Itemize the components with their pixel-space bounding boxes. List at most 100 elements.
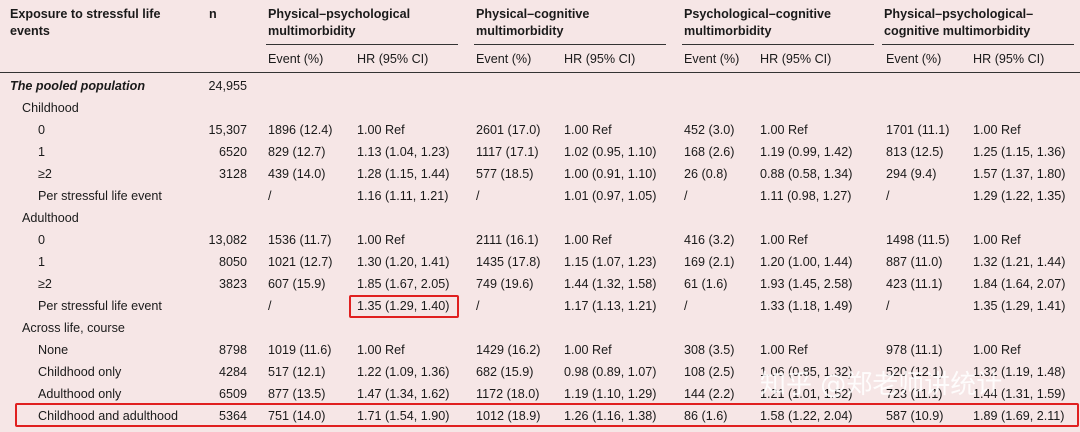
event-cell: 577 (18.5) <box>476 167 534 181</box>
row-label: 1 <box>38 145 46 159</box>
event-cell: / <box>476 299 480 313</box>
event-cell: / <box>886 189 890 203</box>
hr-cell: 1.22 (1.09, 1.36) <box>357 365 450 379</box>
sub-event-4: Event (%) <box>886 52 942 66</box>
row-n: 3823 <box>218 277 247 291</box>
event-cell: / <box>684 299 688 313</box>
hr-cell: 1.30 (1.20, 1.41) <box>357 255 450 269</box>
row-label: Per stressful life event <box>38 299 162 313</box>
row-n: 4284 <box>218 365 247 379</box>
header-rule <box>0 72 1080 73</box>
sub-event-3: Event (%) <box>684 52 740 66</box>
hr-cell: 1.19 (0.99, 1.42) <box>760 145 853 159</box>
header-group-2: Physical–cognitive multimorbidity <box>476 7 590 38</box>
hr-cell: 1.00 Ref <box>760 123 808 137</box>
event-cell: 2601 (17.0) <box>476 123 541 137</box>
row-label: Adulthood only <box>38 387 122 401</box>
hr-cell: 1.84 (1.64, 2.07) <box>973 277 1066 291</box>
hr-cell: 1.06 (0.85, 1.32) <box>760 365 853 379</box>
hr-cell: 1.02 (0.95, 1.10) <box>564 145 657 159</box>
hr-cell: 1.00 Ref <box>564 123 612 137</box>
hr-cell: 1.35 (1.29, 1.40) <box>357 299 450 313</box>
hr-cell: 1.00 Ref <box>973 123 1021 137</box>
row-label: The pooled population <box>10 79 146 93</box>
row-label: None <box>38 343 69 357</box>
sub-event-2: Event (%) <box>476 52 532 66</box>
event-cell: 1172 (18.0) <box>476 387 540 401</box>
event-cell: 877 (13.5) <box>268 387 326 401</box>
hr-cell: 1.57 (1.37, 1.80) <box>973 167 1066 181</box>
group-4-rule <box>882 44 1074 45</box>
row-n: 3128 <box>218 167 247 181</box>
event-cell: 1701 (11.1) <box>886 123 950 137</box>
event-cell: 1012 (18.9) <box>476 409 541 423</box>
row-n: 5364 <box>218 409 247 423</box>
event-cell: 682 (15.9) <box>476 365 534 379</box>
row-label: Childhood only <box>38 365 122 379</box>
row-n: 6520 <box>218 145 247 159</box>
hr-cell: 1.00 (0.91, 1.10) <box>564 167 657 181</box>
sub-hr-4: HR (95% CI) <box>973 52 1045 66</box>
sub-event-1: Event (%) <box>268 52 324 66</box>
sub-hr-1: HR (95% CI) <box>357 52 429 66</box>
event-cell: 26 (0.8) <box>684 167 728 181</box>
row-label: Adulthood <box>22 211 79 225</box>
hr-cell: 1.28 (1.15, 1.44) <box>357 167 450 181</box>
event-cell: 517 (12.1) <box>268 365 326 379</box>
event-cell: 1019 (11.6) <box>268 343 332 357</box>
hr-cell: 1.35 (1.29, 1.41) <box>973 299 1066 313</box>
event-cell: 2111 (16.1) <box>476 233 539 247</box>
sub-hr-2: HR (95% CI) <box>564 52 636 66</box>
event-cell: 751 (14.0) <box>268 409 326 423</box>
highlight-box-per-event <box>349 295 459 318</box>
event-cell: / <box>476 189 480 203</box>
row-label: Across life, course <box>22 321 125 335</box>
row-label: 0 <box>38 233 46 247</box>
hr-cell: 1.01 (0.97, 1.05) <box>564 189 657 203</box>
hr-cell: 1.17 (1.13, 1.21) <box>564 299 657 313</box>
event-cell: 294 (9.4) <box>886 167 937 181</box>
event-cell: 723 (11.1) <box>886 387 943 401</box>
event-cell: 587 (10.9) <box>886 409 944 423</box>
hr-cell: 1.20 (1.00, 1.44) <box>760 255 853 269</box>
event-cell: 144 (2.2) <box>684 387 735 401</box>
hr-cell: 1.16 (1.11, 1.21) <box>357 189 449 203</box>
hr-cell: 1.00 Ref <box>760 343 808 357</box>
event-cell: 1021 (12.7) <box>268 255 333 269</box>
hr-cell: 1.44 (1.32, 1.58) <box>564 277 657 291</box>
row-label: 0 <box>38 123 46 137</box>
event-cell: / <box>684 189 688 203</box>
event-cell: 439 (14.0) <box>268 167 326 181</box>
group-1-rule <box>266 44 458 45</box>
event-cell: 813 (12.5) <box>886 145 944 159</box>
hr-cell: 1.13 (1.04, 1.23) <box>357 145 450 159</box>
hr-cell: 1.71 (1.54, 1.90) <box>357 409 450 423</box>
event-cell: 86 (1.6) <box>684 409 728 423</box>
row-n: 13,082 <box>208 233 247 247</box>
row-label: Per stressful life event <box>38 189 162 203</box>
row-label: 1 <box>38 255 46 269</box>
group-3-rule <box>682 44 874 45</box>
hr-cell: 0.88 (0.58, 1.34) <box>760 167 853 181</box>
hr-cell: 1.15 (1.07, 1.23) <box>564 255 657 269</box>
event-cell: 416 (3.2) <box>684 233 735 247</box>
event-cell: 1536 (11.7) <box>268 233 332 247</box>
row-n: 8798 <box>218 343 247 357</box>
row-n: 8050 <box>218 255 247 269</box>
hr-cell: 0.98 (0.89, 1.07) <box>564 365 657 379</box>
hr-cell: 1.00 Ref <box>973 233 1021 247</box>
hr-cell: 1.00 Ref <box>760 233 808 247</box>
event-cell: / <box>886 299 890 313</box>
header-exposure: Exposure to stressful life events <box>10 7 161 38</box>
event-cell: 1117 (17.1) <box>476 145 539 159</box>
header-group-1: Physical–psychological multimorbidity <box>268 7 411 38</box>
hr-cell: 1.00 Ref <box>357 233 405 247</box>
hr-cell: 1.47 (1.34, 1.62) <box>357 387 450 401</box>
event-cell: 1429 (16.2) <box>476 343 541 357</box>
event-cell: 168 (2.6) <box>684 145 735 159</box>
event-cell: 1498 (11.5) <box>886 233 950 247</box>
event-cell: 1435 (17.8) <box>476 255 541 269</box>
hr-cell: 1.33 (1.18, 1.49) <box>760 299 853 313</box>
watermark: 知乎 @郑老师讲统计 <box>760 370 1003 400</box>
hr-cell: 1.21 (1.01, 1.52) <box>760 387 853 401</box>
